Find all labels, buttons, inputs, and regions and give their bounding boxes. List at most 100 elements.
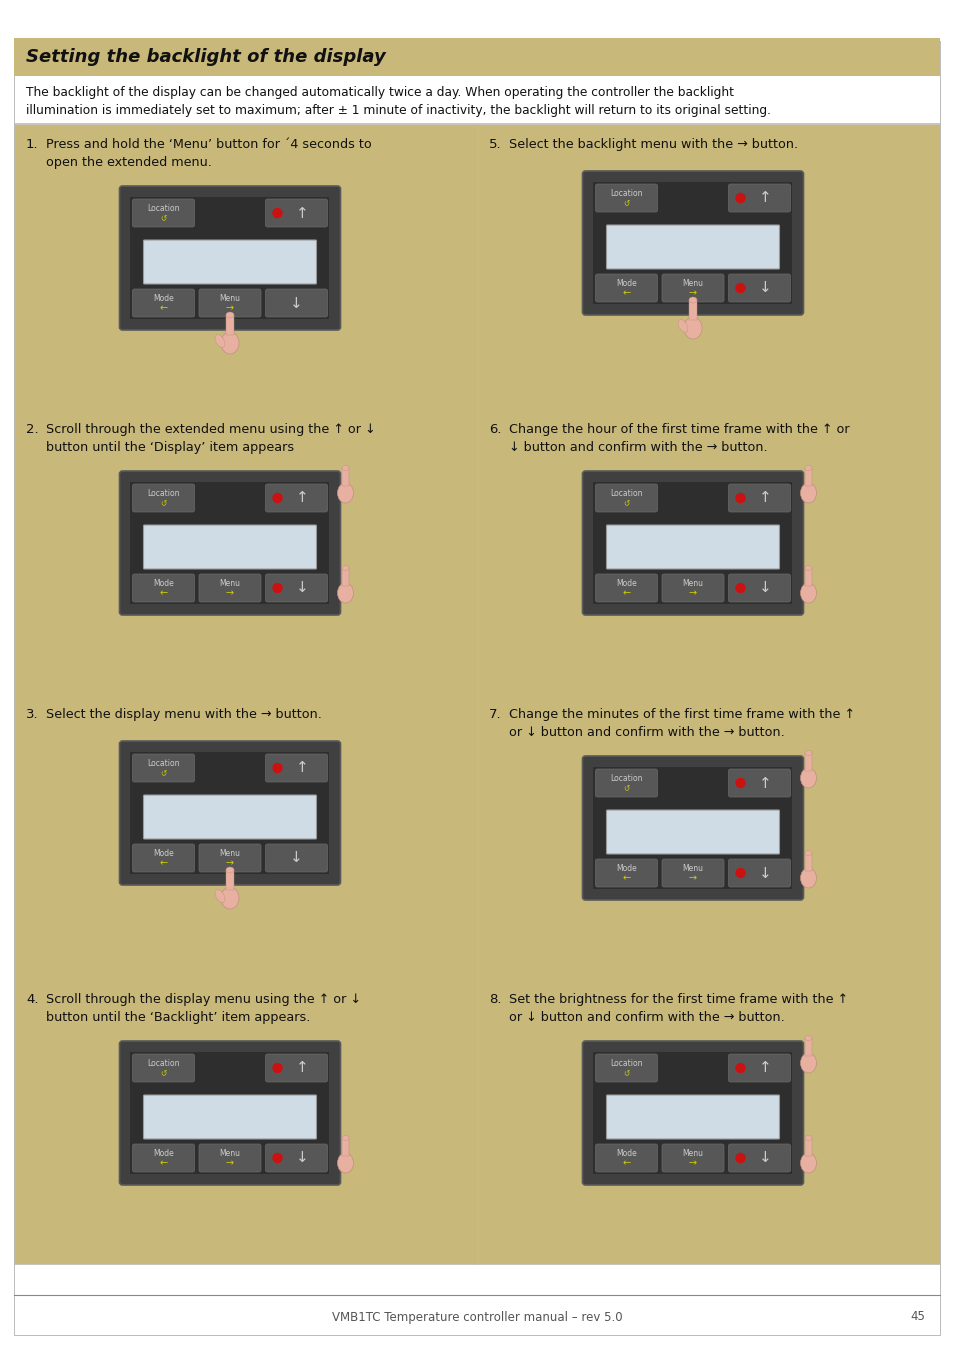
Text: Menu: Menu	[681, 280, 702, 288]
FancyBboxPatch shape	[606, 526, 779, 569]
Ellipse shape	[804, 1135, 811, 1140]
Text: Location: Location	[147, 204, 179, 213]
Bar	[593, 182, 792, 304]
Ellipse shape	[800, 484, 816, 503]
Text: ←: ←	[159, 303, 168, 313]
Ellipse shape	[221, 332, 239, 354]
FancyBboxPatch shape	[582, 757, 802, 900]
Text: Mode: Mode	[153, 295, 173, 303]
FancyBboxPatch shape	[265, 484, 327, 512]
Text: Scroll through the extended menu using the ↑ or ↓
button until the ‘Display’ ite: Scroll through the extended menu using t…	[46, 423, 375, 454]
FancyBboxPatch shape	[661, 1144, 723, 1173]
Bar	[341, 1138, 349, 1156]
Text: 8.: 8.	[489, 993, 501, 1006]
Text: ↓: ↓	[759, 581, 771, 596]
Text: Select the backlight menu with the → button.: Select the backlight menu with the → but…	[509, 138, 798, 151]
FancyBboxPatch shape	[661, 274, 723, 303]
Text: Mode: Mode	[153, 580, 173, 588]
Text: →: →	[226, 1158, 233, 1169]
Text: →: →	[688, 588, 697, 598]
Text: Mode: Mode	[616, 1150, 637, 1158]
FancyBboxPatch shape	[132, 844, 194, 871]
Text: Location: Location	[610, 774, 642, 784]
Text: Change the minutes of the first time frame with the ↑
or ↓ button and confirm wi: Change the minutes of the first time fra…	[509, 708, 854, 739]
Circle shape	[735, 584, 744, 593]
Ellipse shape	[337, 1152, 354, 1173]
Ellipse shape	[804, 466, 811, 470]
Text: 5.: 5.	[489, 138, 501, 151]
FancyBboxPatch shape	[606, 226, 779, 269]
Ellipse shape	[341, 566, 349, 570]
FancyBboxPatch shape	[265, 199, 327, 227]
Text: →: →	[226, 303, 233, 313]
Text: ↓: ↓	[295, 1151, 309, 1166]
Text: ←: ←	[621, 288, 630, 299]
Bar	[593, 1052, 792, 1174]
Text: Mode: Mode	[616, 865, 637, 873]
Text: Press and hold the ‘Menu’ button for ´4 seconds to
open the extended menu.: Press and hold the ‘Menu’ button for ´4 …	[46, 138, 372, 169]
Text: ↺: ↺	[622, 499, 629, 508]
Text: ↺: ↺	[160, 499, 167, 508]
Text: ←: ←	[621, 588, 630, 598]
Text: Location: Location	[147, 1059, 179, 1069]
FancyBboxPatch shape	[132, 484, 194, 512]
Ellipse shape	[337, 484, 354, 503]
Ellipse shape	[214, 889, 225, 902]
FancyBboxPatch shape	[265, 1144, 327, 1173]
Text: Location: Location	[147, 759, 179, 769]
Text: Menu: Menu	[219, 850, 240, 858]
Text: ↺: ↺	[160, 1069, 167, 1078]
FancyBboxPatch shape	[728, 769, 790, 797]
Text: ↓: ↓	[290, 851, 302, 866]
Text: Change the hour of the first time frame with the ↑ or
↓ button and confirm with : Change the hour of the first time frame …	[509, 423, 849, 454]
FancyBboxPatch shape	[582, 172, 802, 315]
Circle shape	[273, 763, 282, 773]
FancyBboxPatch shape	[199, 574, 261, 603]
Bar	[804, 1038, 811, 1056]
Text: 1.: 1.	[26, 138, 38, 151]
Text: Location: Location	[610, 489, 642, 499]
FancyBboxPatch shape	[199, 844, 261, 871]
Text: Scroll through the display menu using the ↑ or ↓
button until the ‘Backlight’ it: Scroll through the display menu using th…	[46, 993, 360, 1024]
FancyBboxPatch shape	[728, 574, 790, 603]
Text: Menu: Menu	[219, 1150, 240, 1158]
FancyBboxPatch shape	[132, 199, 194, 227]
Ellipse shape	[804, 751, 811, 755]
Text: Menu: Menu	[681, 1150, 702, 1158]
Text: ↺: ↺	[160, 213, 167, 223]
Bar	[804, 852, 811, 871]
Circle shape	[273, 1154, 282, 1162]
FancyBboxPatch shape	[265, 574, 327, 603]
Circle shape	[735, 778, 744, 788]
Circle shape	[273, 584, 282, 593]
Text: Location: Location	[610, 1059, 642, 1069]
Text: ↺: ↺	[622, 199, 629, 208]
FancyBboxPatch shape	[265, 289, 327, 317]
FancyBboxPatch shape	[661, 574, 723, 603]
FancyBboxPatch shape	[143, 1096, 316, 1139]
FancyBboxPatch shape	[595, 1144, 657, 1173]
Text: Menu: Menu	[219, 295, 240, 303]
Bar	[14, 124, 939, 1265]
Ellipse shape	[688, 297, 697, 303]
FancyBboxPatch shape	[265, 1054, 327, 1082]
Text: ↓: ↓	[759, 281, 771, 296]
Bar	[226, 870, 233, 890]
FancyBboxPatch shape	[132, 574, 194, 603]
FancyBboxPatch shape	[661, 859, 723, 888]
Ellipse shape	[800, 867, 816, 888]
Ellipse shape	[337, 584, 354, 603]
Ellipse shape	[341, 1135, 349, 1140]
FancyBboxPatch shape	[132, 1054, 194, 1082]
Bar	[688, 300, 697, 320]
Text: 7.: 7.	[489, 708, 501, 721]
Ellipse shape	[804, 1035, 811, 1040]
Ellipse shape	[226, 867, 233, 873]
Text: ←: ←	[621, 873, 630, 884]
Text: ←: ←	[621, 1158, 630, 1169]
FancyBboxPatch shape	[582, 1042, 802, 1185]
Text: ↑: ↑	[759, 490, 771, 505]
FancyBboxPatch shape	[132, 289, 194, 317]
Text: Location: Location	[610, 189, 642, 199]
FancyBboxPatch shape	[606, 811, 779, 854]
